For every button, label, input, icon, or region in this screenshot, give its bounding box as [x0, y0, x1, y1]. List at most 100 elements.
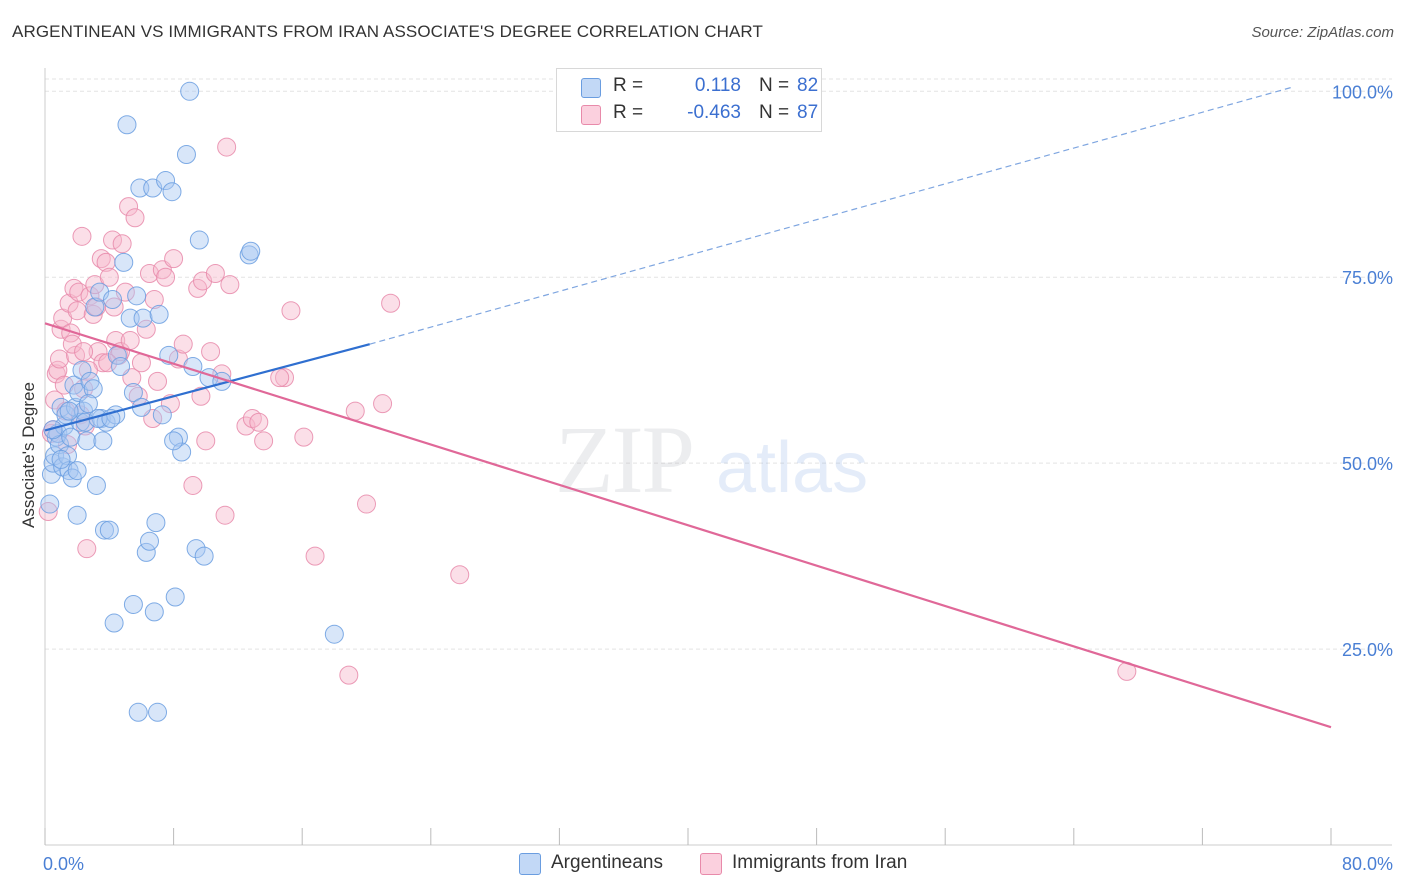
iran-point	[381, 293, 401, 313]
iran-point	[111, 342, 131, 362]
legend-r-value: 0.118	[694, 75, 741, 96]
argentineans-trend-extension	[369, 87, 1291, 345]
chart-title: ARGENTINEAN VS IMMIGRANTS FROM IRAN ASSO…	[12, 22, 763, 41]
y-tick-label: 50.0%	[1342, 454, 1393, 474]
argentineans-trend-line	[44, 343, 370, 432]
argentineans-point	[83, 379, 103, 399]
argentineans-point	[186, 539, 206, 559]
iran-point	[173, 334, 193, 354]
iran-point	[345, 401, 365, 421]
iran-point	[196, 431, 216, 451]
iran-point	[220, 275, 240, 295]
series-iran-points	[38, 137, 1137, 685]
argentineans-point	[72, 360, 92, 380]
iran-point	[305, 546, 325, 566]
iran-point	[215, 505, 235, 525]
y-tick-label: 25.0%	[1342, 640, 1393, 660]
iran-point	[103, 230, 123, 250]
y-axis-label: Associate's Degree	[19, 382, 38, 528]
argentineans-point	[127, 286, 147, 306]
bottom-legend-swatch-iran	[700, 853, 722, 875]
argentineans-point	[86, 475, 106, 495]
argentineans-point	[172, 442, 192, 462]
argentineans-point	[146, 513, 166, 533]
legend-n-value: 87	[797, 102, 819, 123]
watermark-zip: ZIP	[555, 406, 693, 513]
argentineans-point	[67, 461, 87, 481]
gridlines	[45, 78, 1392, 650]
iran-point	[450, 565, 470, 585]
iran-point	[281, 301, 301, 321]
argentineans-point	[144, 602, 164, 622]
argentineans-point	[78, 394, 98, 414]
iran-point	[136, 319, 156, 339]
iran-point	[373, 394, 393, 414]
argentineans-point	[180, 81, 200, 101]
legend-r-label: R =	[613, 102, 644, 123]
iran-point	[104, 297, 124, 317]
argentineans-point	[194, 546, 214, 566]
argentineans-point	[40, 494, 60, 514]
iran-point	[112, 234, 132, 254]
argentineans-point	[123, 383, 143, 403]
argentineans-point	[99, 520, 119, 540]
stats-legend: R = 0.118 N = 82 R = -0.463 N = 87	[556, 68, 822, 132]
iran-point	[242, 409, 262, 429]
argentineans-point	[128, 702, 148, 722]
iran-point	[191, 386, 211, 406]
legend-n-label: N =	[759, 75, 790, 96]
watermark-atlas: atlas	[716, 428, 868, 508]
bottom-legend-label: Argentineans	[551, 852, 663, 873]
argentineans-point	[117, 115, 137, 135]
legend-n-label: N =	[759, 102, 790, 123]
bottom-legend-label: Immigrants from Iran	[732, 852, 908, 873]
iran-point	[270, 368, 290, 388]
y-tick-label: 100.0%	[1332, 82, 1393, 102]
iran-point	[77, 539, 97, 559]
iran-point	[236, 416, 256, 436]
argentineans-point	[111, 356, 131, 376]
iran-point	[201, 342, 221, 362]
argentineans-point	[103, 290, 123, 310]
iran-point	[59, 293, 79, 313]
iran-point	[125, 208, 145, 228]
argentineans-point	[114, 252, 134, 272]
argentineans-point	[104, 613, 124, 633]
iran-point	[120, 330, 140, 350]
iran-point	[98, 353, 118, 373]
bottom-legend-swatch-argentineans	[519, 853, 541, 875]
argentineans-point	[123, 594, 143, 614]
iran-point	[67, 301, 87, 321]
argentineans-point	[156, 171, 176, 191]
x-tick-label: 0.0%	[43, 854, 84, 874]
argentineans-point	[93, 431, 113, 451]
x-tick-label: 80.0%	[1342, 854, 1393, 874]
iran-point	[49, 349, 69, 369]
argentineans-point	[152, 405, 172, 425]
axes	[44, 68, 1392, 846]
argentineans-point	[164, 431, 184, 451]
iran-point	[156, 267, 176, 287]
iran-point	[249, 412, 269, 432]
watermark: ZIP atlas	[555, 406, 868, 513]
iran-point	[294, 427, 314, 447]
legend-swatch-argentineans	[581, 78, 601, 98]
iran-point	[74, 342, 94, 362]
argentineans-point	[176, 145, 196, 165]
argentineans-point	[77, 431, 97, 451]
argentineans-point	[53, 457, 73, 477]
iran-point	[99, 267, 119, 287]
argentineans-point	[324, 624, 344, 644]
argentineans-point	[162, 182, 182, 202]
legend-r-value: -0.463	[687, 102, 741, 123]
iran-point	[62, 334, 82, 354]
iran-point	[72, 226, 92, 246]
iran-point	[357, 494, 376, 514]
argentineans-point	[58, 446, 78, 466]
y-tick-label: 75.0%	[1342, 268, 1393, 288]
series-argentineans-points	[40, 81, 344, 722]
iran-point	[217, 137, 237, 157]
iran-point	[80, 286, 100, 306]
source-credit: Source: ZipAtlas.com	[1251, 24, 1394, 41]
